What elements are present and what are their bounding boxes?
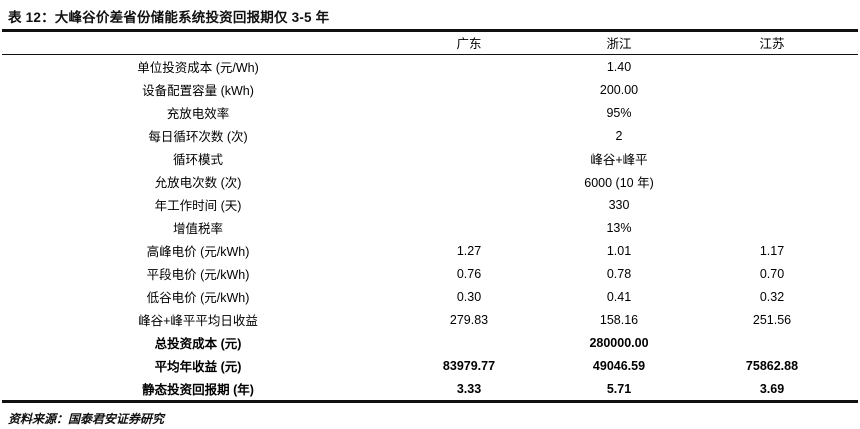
cell-value: 3.33 (456, 381, 482, 396)
cell-value-merged: 1.40 (606, 59, 632, 74)
cell-value: 83979.77 (442, 358, 496, 373)
table-row: 低谷电价 (元/kWh) 0.30 0.41 0.32 (2, 285, 858, 308)
cell-value: 279.83 (449, 312, 489, 327)
table-row: 每日循环次数 (次) 2 (2, 124, 858, 147)
cell-value: 0.32 (759, 289, 785, 304)
header-divider-rule (2, 53, 858, 55)
cell-value: 0.41 (606, 289, 632, 304)
header-col-guangdong: 广东 (456, 37, 482, 51)
cell-value: 1.27 (456, 243, 482, 258)
table-row: 总投资成本 (元) 280000.00 (2, 331, 858, 354)
table-row: 充放电效率 95% (2, 101, 858, 124)
cell-value: 251.56 (752, 312, 792, 327)
table-row: 单位投资成本 (元/Wh) 1.40 (2, 55, 858, 78)
row-label: 平均年收益 (元) (154, 360, 242, 374)
row-label: 静态投资回报期 (年) (142, 383, 254, 397)
cell-value: 0.78 (606, 266, 632, 281)
row-label: 循环模式 (172, 153, 223, 167)
cell-value: 0.30 (456, 289, 482, 304)
cell-value: 75862.88 (745, 358, 799, 373)
table-bottom-rule (2, 400, 858, 403)
cell-value: 49046.59 (592, 358, 646, 373)
source-note: 资料来源：国泰君安证券研究 (8, 412, 165, 426)
cell-value-merged: 6000 (10 年) (584, 176, 654, 190)
row-label: 单位投资成本 (元/Wh) (137, 61, 259, 75)
cell-value-merged: 330 (608, 197, 630, 212)
table-title: 表 12：大峰谷价差省份储能系统投资回报期仅 3-5 年 (8, 10, 330, 25)
cell-value-merged: 200.00 (599, 82, 639, 97)
row-label: 总投资成本 (元) (154, 337, 242, 351)
table-row: 年工作时间 (天) 330 (2, 193, 858, 216)
cell-value-merged: 2 (615, 128, 623, 143)
row-label: 充放电效率 (166, 107, 230, 121)
cell-value: 5.71 (606, 381, 632, 396)
row-label: 高峰电价 (元/kWh) (146, 245, 250, 259)
table-row: 循环模式 峰谷+峰平 (2, 147, 858, 170)
row-label: 平段电价 (元/kWh) (146, 268, 250, 282)
table-row: 峰谷+峰平平均日收益 279.83 158.16 251.56 (2, 308, 858, 331)
table-row: 平均年收益 (元) 83979.77 49046.59 75862.88 (2, 354, 858, 377)
row-label: 峰谷+峰平平均日收益 (138, 314, 258, 328)
table-row: 平段电价 (元/kWh) 0.76 0.78 0.70 (2, 262, 858, 285)
table-row: 静态投资回报期 (年) 3.33 5.71 3.69 (2, 377, 858, 400)
table-header-row: 广东 浙江 江苏 (2, 32, 858, 54)
table-row: 允放电次数 (次) 6000 (10 年) (2, 170, 858, 193)
cell-value: 1.17 (759, 243, 785, 258)
row-label: 允放电次数 (次) (154, 176, 242, 190)
cell-value: 1.01 (606, 243, 632, 258)
header-col-jiangsu: 江苏 (759, 37, 785, 51)
cell-value-merged: 峰谷+峰平 (590, 153, 648, 167)
table-row: 高峰电价 (元/kWh) 1.27 1.01 1.17 (2, 239, 858, 262)
header-col-zhejiang: 浙江 (606, 37, 632, 51)
table-body: 单位投资成本 (元/Wh) 1.40 设备配置容量 (kWh) 200.00 充放电效率… (2, 55, 858, 400)
cell-value: 0.70 (759, 266, 785, 281)
cell-value: 158.16 (599, 312, 639, 327)
cell-value-merged: 95% (606, 105, 632, 120)
table-row: 设备配置容量 (kWh) 200.00 (2, 78, 858, 101)
cell-value-merged: 280000.00 (589, 335, 649, 350)
row-label: 增值税率 (172, 222, 223, 236)
cell-value: 0.76 (456, 266, 482, 281)
row-label: 低谷电价 (元/kWh) (146, 291, 250, 305)
row-label: 设备配置容量 (kWh) (142, 84, 254, 98)
cell-value: 3.69 (759, 381, 785, 396)
row-label: 年工作时间 (天) (154, 199, 242, 213)
table-row: 增值税率 13% (2, 216, 858, 239)
title-underline-rule (2, 29, 858, 32)
cell-value-merged: 13% (606, 220, 632, 235)
row-label: 每日循环次数 (次) (148, 130, 248, 144)
